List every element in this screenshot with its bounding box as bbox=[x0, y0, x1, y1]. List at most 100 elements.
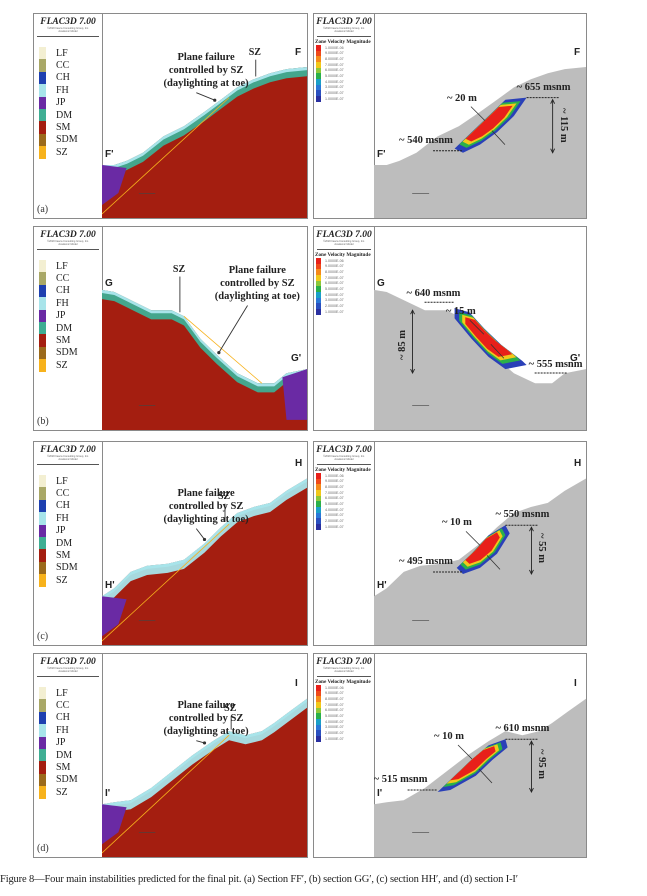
velocity-level-label: 4.0000E-07 bbox=[325, 507, 344, 512]
ground-mass bbox=[374, 289, 586, 430]
annotation-line: (daylighting at toe) bbox=[163, 725, 249, 737]
velocity-level-label: 5.0000E-07 bbox=[325, 502, 344, 507]
velocity-level-label: 5.0000E-07 bbox=[325, 74, 344, 79]
velocity-legend-item: 6.0000E-07 bbox=[316, 495, 374, 502]
material-list: LF CC CH FH JP DM SM SDM SZ bbox=[39, 260, 78, 372]
ground-mass bbox=[374, 698, 586, 857]
material-swatch bbox=[39, 334, 46, 347]
depth-arrow-top bbox=[465, 531, 481, 546]
height-arrow-head-bottom bbox=[410, 368, 415, 375]
copyright-line: Academic Model bbox=[334, 30, 354, 34]
velocity-level-label: 2.0000E-07 bbox=[325, 91, 344, 96]
material-label: FH bbox=[56, 512, 69, 524]
material-label: SM bbox=[56, 550, 71, 562]
velocity-swatch bbox=[316, 257, 321, 264]
material-legend-item: FH bbox=[39, 724, 78, 737]
velocity-legend-item: 8.0000E-07 bbox=[316, 269, 374, 275]
velocity-swatch bbox=[316, 736, 321, 742]
material-legend-item: SDM bbox=[39, 561, 78, 575]
velocity-swatch bbox=[316, 701, 321, 708]
annotation-line: (daylighting at toe) bbox=[163, 77, 249, 89]
sm-host-rock bbox=[102, 478, 307, 645]
velocity-level-label: 9.0000E-07 bbox=[325, 691, 344, 696]
velocity-legend-item: 4.0000E-07 bbox=[316, 718, 374, 725]
material-plot: Plane failure controlled by SZ (daylightin… bbox=[102, 14, 307, 218]
velocity-level-label: 1.0000E-06 bbox=[325, 258, 344, 263]
section-end-label: G' bbox=[570, 352, 581, 364]
material-legend-item: CH bbox=[39, 499, 78, 513]
top-elevation-label: ~ 640 msnm bbox=[406, 288, 461, 300]
toe-elevation-label: ~ 540 msnm bbox=[399, 134, 453, 146]
material-label: SDM bbox=[56, 134, 78, 146]
velocity-swatch bbox=[316, 56, 321, 62]
velocity-swatch bbox=[316, 73, 321, 79]
material-legend-item: DM bbox=[39, 536, 78, 550]
material-list: LF CC CH FH JP DM SM SDM SZ bbox=[39, 687, 78, 799]
material-swatch bbox=[39, 724, 46, 737]
velocity-swatch bbox=[316, 269, 321, 275]
material-legend-item: SDM bbox=[39, 773, 78, 787]
velocity-level-label: 4.0000E-07 bbox=[325, 292, 344, 297]
velocity-legend-item: 1.0000E-06 bbox=[316, 44, 374, 51]
velocity-legend-item: 6.0000E-07 bbox=[316, 707, 374, 714]
velocity-level-label: 6.0000E-07 bbox=[325, 281, 344, 286]
velocity-legend-item: 6.0000E-07 bbox=[316, 280, 374, 287]
material-legend: FLAC3D 7.00 ©2020 Itasca Consulting Group… bbox=[34, 227, 103, 430]
section-start-label: F' bbox=[377, 148, 386, 160]
material-swatch bbox=[39, 786, 46, 799]
section-start-label: G bbox=[105, 277, 113, 289]
velocity-level-label: 1.0000E-06 bbox=[325, 685, 344, 690]
material-label: CC bbox=[56, 60, 70, 72]
section-start-label: H' bbox=[377, 580, 387, 592]
velocity-legend-item: 1.0000E-06 bbox=[316, 684, 374, 691]
velocity-swatch bbox=[316, 274, 321, 281]
velocity-swatch bbox=[316, 718, 321, 725]
velocity-swatch bbox=[316, 495, 321, 502]
material-swatch bbox=[39, 711, 46, 725]
velocity-swatch bbox=[316, 297, 321, 304]
jp-zone bbox=[282, 369, 307, 420]
copyright-line: ©2020 Itasca Consulting Group, Inc. bbox=[323, 240, 365, 243]
velocity-legend-item: 7.0000E-07 bbox=[316, 701, 374, 708]
section-start-label: H' bbox=[105, 580, 115, 592]
material-legend-item: DM bbox=[39, 321, 78, 335]
velocity-level-label: 1.0000E-07 bbox=[325, 736, 344, 741]
velocity-plot: ~ 20 m ~ 655 msnm ~ 540 msnm ~ 115 m F' F bbox=[374, 14, 586, 218]
material-swatch bbox=[39, 561, 46, 575]
velocity-level-label: 1.0000E-06 bbox=[325, 473, 344, 478]
velocity-legend: FLAC3D 7.00 ©2020 Itasca Consulting Group… bbox=[314, 14, 375, 218]
material-list: LF CC CH FH JP DM SM SDM SZ bbox=[39, 47, 78, 159]
depth-arrow-bottom bbox=[491, 130, 506, 145]
velocity-legend: FLAC3D 7.00 ©2020 Itasca Consulting Group… bbox=[314, 442, 375, 645]
velocity-swatch bbox=[316, 696, 321, 702]
material-label: CH bbox=[56, 712, 70, 724]
failure-zone-high-velocity bbox=[465, 532, 500, 564]
material-label: CH bbox=[56, 72, 70, 84]
velocity-level-label: 7.0000E-07 bbox=[325, 490, 344, 495]
material-label: JP bbox=[56, 737, 66, 749]
copyright-line: ©2020 Itasca Consulting Group, Inc. bbox=[47, 455, 89, 458]
material-label: DM bbox=[56, 322, 73, 334]
material-plot: Plane failure controlled by SZ (daylightin… bbox=[102, 227, 307, 430]
material-label: SZ bbox=[56, 786, 68, 798]
height-arrow-head-top bbox=[529, 526, 534, 532]
material-label: LF bbox=[56, 260, 68, 272]
velocity-swatch bbox=[316, 84, 321, 91]
velocity-legend-item: 2.0000E-07 bbox=[316, 518, 374, 524]
sm-host-rock bbox=[102, 67, 307, 218]
material-panel: FLAC3D 7.00 ©2020 Itasca Consulting Group… bbox=[33, 653, 308, 858]
material-plot: Plane failure controlled by SZ (daylightin… bbox=[102, 654, 307, 857]
legend-divider bbox=[37, 675, 99, 677]
annotation-line: Plane failure bbox=[177, 699, 235, 711]
failure-annotation: Plane failure controlled by SZ (daylightin… bbox=[215, 264, 300, 303]
material-legend-item: FH bbox=[39, 512, 78, 525]
velocity-legend-item: 3.0000E-07 bbox=[316, 724, 374, 731]
material-section-svg bbox=[102, 478, 307, 645]
failure-depth-label: ~ 20 m bbox=[446, 92, 477, 104]
velocity-legend-item: 1.0000E-07 bbox=[316, 309, 374, 315]
velocity-legend-item: 9.0000E-07 bbox=[316, 263, 374, 270]
material-swatch bbox=[39, 359, 46, 372]
height-arrow-head-bottom bbox=[550, 148, 556, 154]
velocity-legend-item: 1.0000E-07 bbox=[316, 96, 374, 102]
jp-zone bbox=[102, 596, 127, 637]
